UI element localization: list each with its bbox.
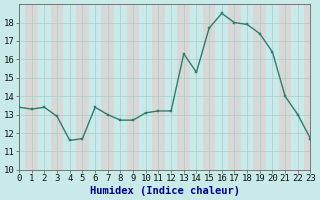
Bar	[279, 4, 292, 170]
Bar	[304, 4, 317, 170]
Bar	[25, 4, 38, 170]
Bar	[253, 4, 266, 170]
X-axis label: Humidex (Indice chaleur): Humidex (Indice chaleur)	[90, 186, 240, 196]
Bar	[101, 4, 114, 170]
Bar	[177, 4, 190, 170]
Bar	[76, 4, 89, 170]
Bar	[228, 4, 241, 170]
Bar	[127, 4, 140, 170]
Bar	[203, 4, 215, 170]
Bar	[152, 4, 165, 170]
Bar	[51, 4, 63, 170]
